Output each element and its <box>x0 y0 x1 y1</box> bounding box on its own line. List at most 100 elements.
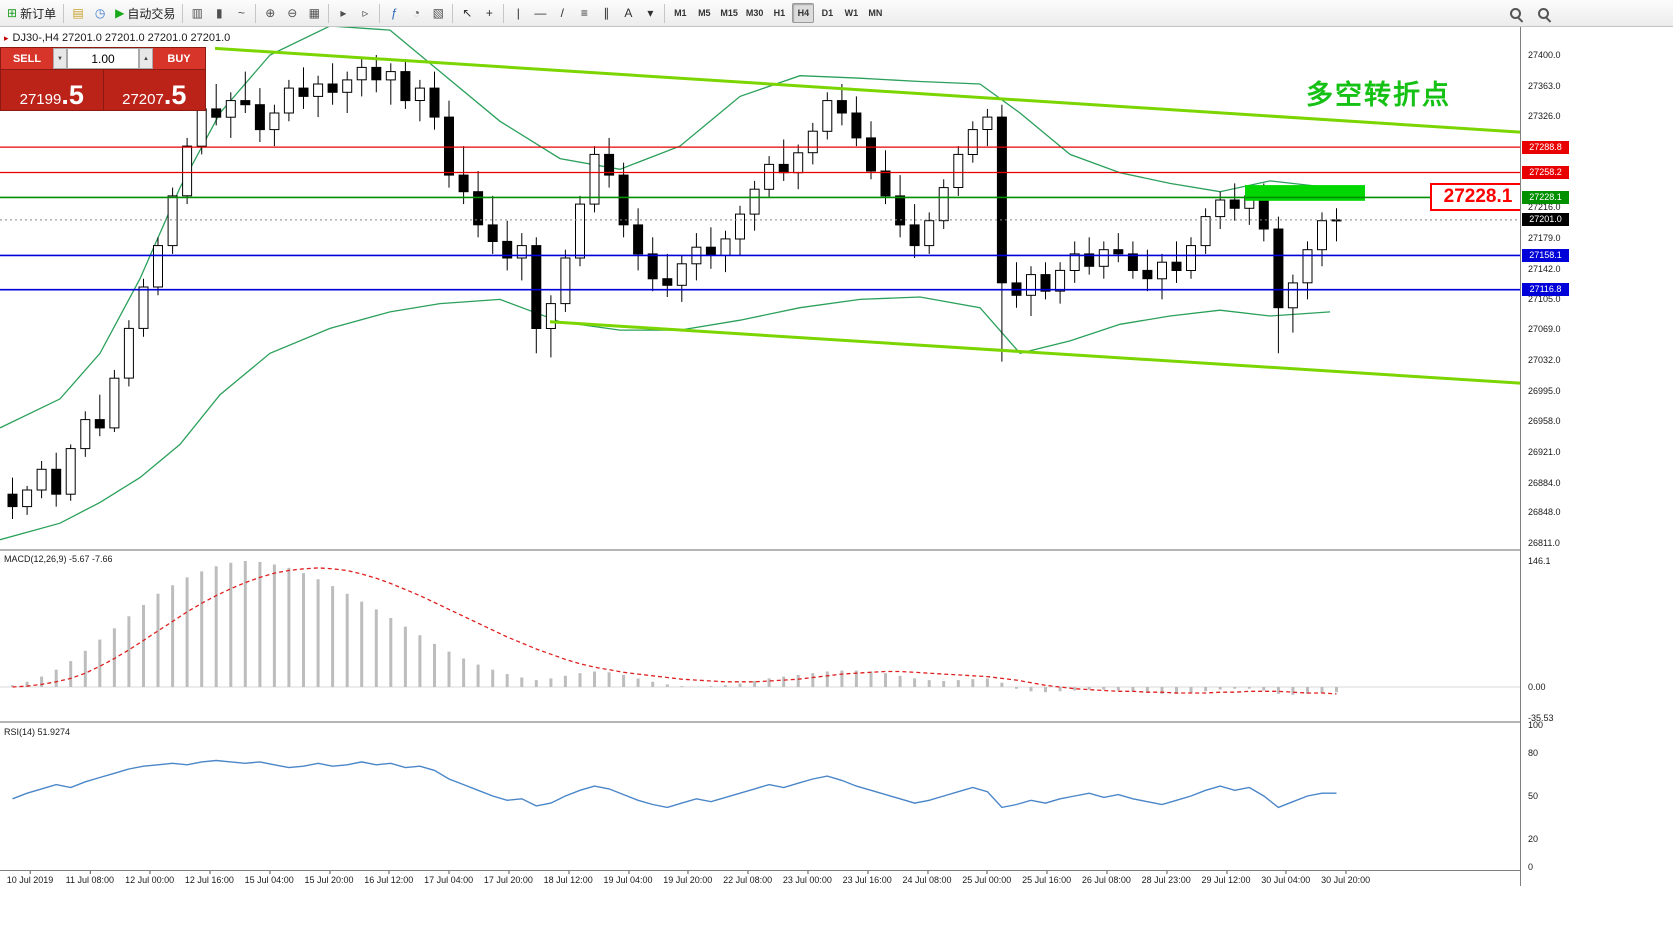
candle-body <box>880 170 891 197</box>
candlestick-chart-button[interactable]: ▮ <box>208 2 230 24</box>
candle-body <box>1069 253 1080 271</box>
arrows-icon: ▾ <box>647 6 654 20</box>
price-axis-label: 27326.0 <box>1528 111 1561 122</box>
channel-upper-trendline[interactable] <box>214 46 1520 134</box>
one-click-top-row: SELL ▼ ▲ BUY <box>1 48 205 69</box>
line-chart-button[interactable]: ~ <box>230 2 252 24</box>
timeframe-d1-button[interactable]: D1 <box>816 3 838 23</box>
candle-body <box>283 87 294 114</box>
bar-chart-button[interactable]: ▥ <box>186 2 208 24</box>
candle-body <box>647 253 658 280</box>
buy-button[interactable]: BUY <box>153 48 205 69</box>
timeframe-mn-button[interactable]: MN <box>864 3 886 23</box>
trendline-icon: / <box>560 6 564 20</box>
profiles-button[interactable]: ▤ <box>67 2 89 24</box>
templates-button[interactable]: ▧ <box>427 2 449 24</box>
time-axis[interactable]: 10 Jul 2019 11 Jul 08:00 12 Jul 00:00 12 Ju… <box>0 870 1520 887</box>
templates-icon: ▧ <box>432 6 444 20</box>
trendline-button[interactable]: / <box>551 2 573 24</box>
trend-annotation: 多空转折点 <box>1306 80 1451 110</box>
cursor-button[interactable]: ↖ <box>456 2 478 24</box>
candle-body <box>153 245 163 288</box>
channel-lower-trendline[interactable] <box>549 320 1520 385</box>
indicators-button[interactable]: ƒ <box>383 2 405 24</box>
time-axis-label: 23 Jul 00:00 <box>782 871 832 885</box>
horizontal-line-button[interactable]: — <box>529 2 551 24</box>
candle-body <box>545 303 556 330</box>
price-axis-label: 0 <box>1528 862 1534 872</box>
price-axis-label: 50 <box>1528 791 1539 801</box>
candle-body <box>778 163 789 174</box>
find-button[interactable] <box>1533 3 1555 25</box>
candle-body <box>240 100 251 106</box>
candle-body <box>1098 249 1109 267</box>
candlestick-chart-icon: ▮ <box>216 6 223 20</box>
panel-splitter[interactable] <box>0 549 1673 551</box>
price-axis-label: 26848.0 <box>1528 507 1561 518</box>
arrows-button[interactable]: ▾ <box>639 2 661 24</box>
candle-body <box>385 71 396 81</box>
buy-price-button[interactable]: 27207.5 <box>103 70 205 111</box>
chart-shift-icon: ▹ <box>362 6 369 20</box>
zoom-in-button[interactable]: ⊕ <box>259 2 281 24</box>
timeframe-w1-button[interactable]: W1 <box>840 3 862 23</box>
market-watch-icon: ◷ <box>94 6 106 20</box>
volume-input[interactable] <box>67 48 139 69</box>
fibonacci-icon: ≡ <box>580 6 588 20</box>
sell-price-button[interactable]: 27199.5 <box>1 70 103 110</box>
periods-button[interactable]: ◔ <box>405 2 427 24</box>
candle-body <box>633 224 644 255</box>
zoom-out-button[interactable]: ⊖ <box>281 2 303 24</box>
candle-body <box>982 116 993 130</box>
autotrading-button[interactable]: ▶ 自动交易 <box>111 2 179 24</box>
time-axis-label: 11 Jul 08:00 <box>65 871 114 885</box>
fibonacci-button[interactable]: ≡ <box>573 2 595 24</box>
chart-window: ▸ DJ30-,H4 27201.0 27201.0 27201.0 27201… <box>0 27 1673 886</box>
chart-shift-button[interactable]: ▹ <box>354 2 376 24</box>
new-order-button[interactable]: ⊞ 新订单 <box>3 2 60 24</box>
auto-scroll-icon: ▸ <box>340 6 347 20</box>
vertical-line-button[interactable]: | <box>507 2 529 24</box>
buy-price-fraction: .5 <box>163 80 187 111</box>
text-button[interactable]: A <box>617 2 639 24</box>
candle-body <box>65 448 76 495</box>
candle-body <box>705 246 716 256</box>
timeframe-m1-button[interactable]: M1 <box>669 3 691 23</box>
symbol-search-button[interactable] <box>1505 3 1527 25</box>
tile-windows-button[interactable]: ▦ <box>303 2 325 24</box>
rsi-indicator-panel[interactable] <box>0 724 1520 870</box>
crosshair-button[interactable]: + <box>478 2 500 24</box>
candle-body <box>254 104 265 131</box>
new-order-icon: ⊞ <box>7 6 18 20</box>
main-price-chart[interactable] <box>0 27 1520 549</box>
timeframe-m30-button[interactable]: M30 <box>743 3 767 23</box>
timeframe-h1-button[interactable]: H1 <box>768 3 790 23</box>
panel-splitter[interactable] <box>0 721 1673 723</box>
candlestick-series <box>7 55 1342 519</box>
candle-body <box>444 116 454 176</box>
timeframe-m15-button[interactable]: M15 <box>717 3 741 23</box>
price-axis[interactable]: 27400.0 27363.0 27326.0 27216.0 27179.0 27142… <box>1520 27 1673 886</box>
price-axis-label: 26995.0 <box>1528 385 1561 396</box>
toolbar-button-label: 自动交易 <box>127 6 176 21</box>
macd-indicator-panel[interactable] <box>0 551 1520 721</box>
time-axis-label: 29 Jul 12:00 <box>1201 871 1251 885</box>
sell-price-fraction: .5 <box>61 80 84 111</box>
candle-body <box>182 145 193 197</box>
volume-decrease-button[interactable]: ▼ <box>53 48 67 69</box>
volume-increase-button[interactable]: ▲ <box>139 48 153 69</box>
candle-body <box>1026 274 1036 296</box>
auto-scroll-button[interactable]: ▸ <box>332 2 354 24</box>
candle-body <box>400 71 411 102</box>
timeframe-h4-button[interactable]: H4 <box>792 3 815 23</box>
channel-button[interactable]: ∥ <box>595 2 617 24</box>
candle-body <box>851 112 862 139</box>
timeframe-m5-button[interactable]: M5 <box>693 3 715 23</box>
toolbar-divider <box>255 3 257 23</box>
highlight-rectangle[interactable] <box>1245 185 1365 201</box>
macd-label: MACD(12,26,9) -5.67 -7.66 <box>4 554 113 564</box>
sell-button[interactable]: SELL <box>1 48 53 69</box>
market-watch-button[interactable]: ◷ <box>89 2 111 24</box>
candle-body <box>1157 261 1167 280</box>
candle-body <box>211 108 222 118</box>
